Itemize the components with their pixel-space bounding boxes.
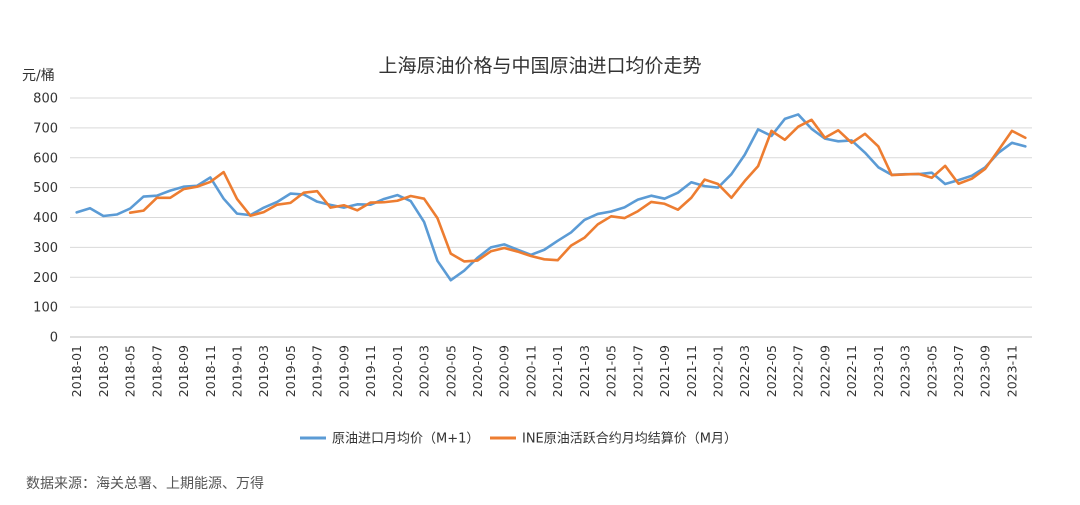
x-tick-label: 2023-03 <box>898 345 913 397</box>
x-tick-label: 2020-07 <box>470 345 485 397</box>
x-tick-label: 2022-03 <box>737 345 752 397</box>
x-tick-label: 2018-05 <box>123 345 138 397</box>
y-axis-unit-label: 元/桶 <box>22 68 55 84</box>
x-tick-label: 2019-05 <box>283 345 298 397</box>
x-tick-label: 2022-11 <box>844 345 859 397</box>
x-tick-label: 2019-07 <box>310 345 325 397</box>
x-tick-label: 2021-11 <box>684 345 699 397</box>
x-tick-label: 2020-05 <box>443 345 458 397</box>
y-tick-label: 100 <box>33 301 58 316</box>
x-tick-label: 2023-11 <box>1004 345 1019 397</box>
x-tick-label: 2021-03 <box>577 345 592 397</box>
source-note: 数据来源：海关总署、上期能源、万得 <box>26 476 264 492</box>
x-tick-label: 2018-01 <box>69 345 84 397</box>
x-tick-label: 2023-09 <box>978 345 993 397</box>
x-tick-label: 2023-05 <box>924 345 939 397</box>
legend: 原油进口月均价（M+1） INE原油活跃合约月均结算价（M月） <box>300 432 737 447</box>
x-tick-label: 2019-01 <box>230 345 245 397</box>
x-tick-label: 2021-01 <box>550 345 565 397</box>
x-tick-label: 2020-03 <box>417 345 432 397</box>
x-tick-label: 2021-09 <box>657 345 672 397</box>
chart-title: 上海原油价格与中国原油进口均价走势 <box>378 55 701 77</box>
y-tick-label: 700 <box>33 121 58 136</box>
x-tick-label: 2018-07 <box>149 345 164 397</box>
x-axis-ticks: 2018-01 2018-03 2018-05 2018-07 2018-09 2018-… <box>69 345 1019 397</box>
x-tick-label: 2022-01 <box>711 345 726 397</box>
x-tick-label: 2020-09 <box>497 345 512 397</box>
x-tick-label: 2018-11 <box>203 345 218 397</box>
x-tick-label: 2020-11 <box>523 345 538 397</box>
x-tick-label: 2022-05 <box>764 345 779 397</box>
x-tick-label: 2018-03 <box>96 345 111 397</box>
series-line-1 <box>75 113 1027 282</box>
x-tick-label: 2021-05 <box>604 345 619 397</box>
y-tick-label: 800 <box>33 92 58 107</box>
x-tick-label: 2019-11 <box>363 345 378 397</box>
x-tick-label: 2021-07 <box>630 345 645 397</box>
x-tick-label: 2019-09 <box>336 345 351 397</box>
series-line-2 <box>128 118 1027 263</box>
y-tick-label: 0 <box>50 331 58 346</box>
y-tick-label: 600 <box>33 151 58 166</box>
x-tick-label: 2023-07 <box>951 345 966 397</box>
gridlines <box>70 97 1032 338</box>
y-tick-label: 400 <box>33 211 58 226</box>
x-tick-label: 2019-03 <box>256 345 271 397</box>
legend-label-1: 原油进口月均价（M+1） <box>332 432 479 447</box>
x-tick-label: 2020-01 <box>390 345 405 397</box>
x-tick-label: 2018-09 <box>176 345 191 397</box>
x-tick-label: 2022-07 <box>791 345 806 397</box>
x-tick-label: 2023-01 <box>871 345 886 397</box>
y-tick-label: 200 <box>33 271 58 286</box>
y-tick-label: 300 <box>33 241 58 256</box>
legend-label-2: INE原油活跃合约月均结算价（M月） <box>522 432 737 447</box>
series-lines <box>75 113 1027 282</box>
x-tick-label: 2022-09 <box>817 345 832 397</box>
y-tick-label: 500 <box>33 181 58 196</box>
y-axis-ticks: 0 100 200 300 400 500 600 700 800 <box>33 92 58 346</box>
